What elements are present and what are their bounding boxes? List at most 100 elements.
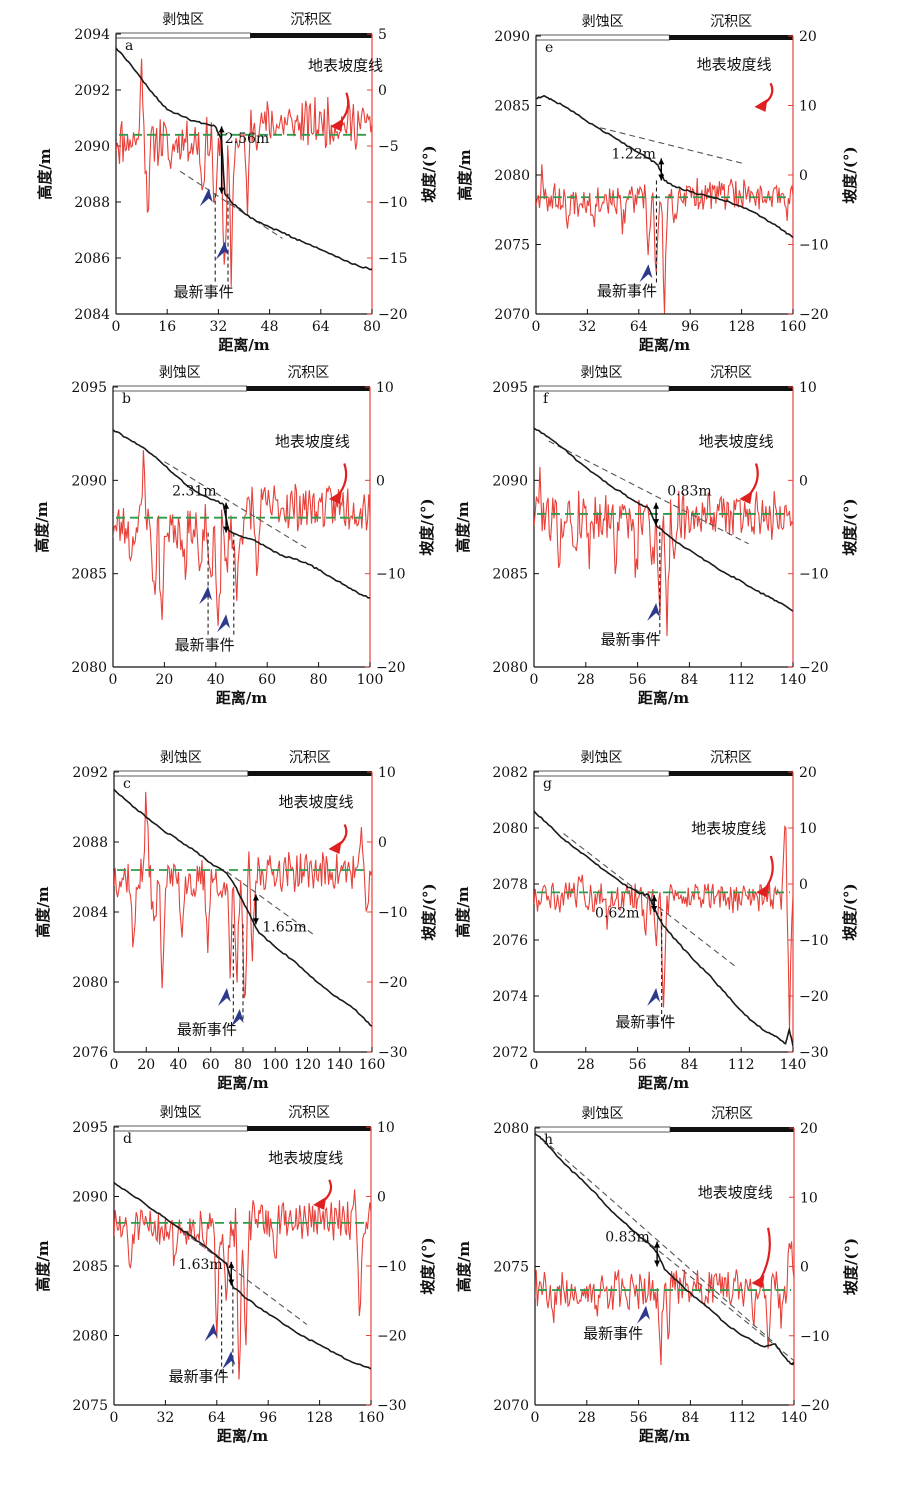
- slope-line-label: 地表坡度线: [278, 793, 353, 811]
- right-tick-label: −20: [799, 989, 829, 1005]
- deposition-zone-label: 沉积区: [289, 750, 331, 766]
- left-tick-label: 2082: [492, 765, 528, 781]
- offset-arrowhead-bottom: [654, 1260, 661, 1267]
- right-tick-label: 10: [377, 1120, 395, 1136]
- deposition-zone-label: 沉积区: [710, 365, 752, 381]
- panel-letter: g: [543, 776, 552, 792]
- x-axis-title: 距离/m: [217, 1427, 268, 1445]
- right-tick-label: 10: [800, 1190, 818, 1206]
- right-tick-label: −10: [800, 1329, 830, 1345]
- x-tick-label: 60: [202, 1057, 220, 1073]
- event-arrow-icon: [222, 1351, 236, 1370]
- erosion-zone-label: 剥蚀区: [162, 12, 204, 28]
- deposition-zone-bar: [669, 35, 793, 40]
- offset-arrowhead-top: [223, 502, 230, 509]
- x-tick-label: 160: [780, 319, 807, 335]
- erosion-zone-bar: [113, 1125, 248, 1132]
- x-tick-label: 28: [578, 1410, 596, 1426]
- erosion-zone-label: 剥蚀区: [581, 365, 623, 381]
- right-tick-label: 0: [799, 473, 808, 489]
- right-tick-label: −20: [799, 660, 829, 676]
- erosion-zone-label: 剥蚀区: [160, 750, 202, 766]
- x-tick-label: 0: [531, 1410, 540, 1426]
- offset-label: 1.65m: [262, 919, 306, 935]
- panel-letter: f: [543, 391, 550, 407]
- left-tick-label: 2085: [72, 1259, 108, 1275]
- x-axis-title: 距离/m: [638, 1074, 689, 1092]
- latest-event-label: 最新事件: [615, 1013, 675, 1031]
- x-tick-label: 0: [532, 319, 541, 335]
- plot-area: [114, 1181, 371, 1380]
- x-tick-label: 80: [363, 319, 381, 335]
- right-tick-label: −10: [799, 933, 829, 949]
- slope-line-label: 地表坡度线: [699, 433, 774, 451]
- left-tick-label: 2088: [74, 195, 110, 211]
- offset-arrowhead-bottom: [658, 174, 665, 181]
- erosion-zone-bar: [115, 32, 251, 39]
- left-tick-label: 2080: [72, 975, 108, 991]
- x-tick-label: 80: [310, 672, 328, 688]
- left-tick-label: 2090: [494, 29, 530, 45]
- fit-line: [600, 127, 745, 165]
- x-tick-label: 140: [326, 1057, 353, 1073]
- right-tick-label: −20: [378, 307, 408, 323]
- erosion-zone-label: 剥蚀区: [159, 365, 201, 381]
- left-tick-label: 2088: [72, 835, 108, 851]
- right-tick-label: 0: [378, 835, 387, 851]
- right-tick-label: −20: [376, 660, 406, 676]
- x-axis-title: 距离/m: [638, 689, 689, 707]
- offset-label: 2.31m: [172, 483, 216, 499]
- x-tick-label: 100: [357, 672, 384, 688]
- left-tick-label: 2090: [72, 1190, 108, 1206]
- right-axis-title: 坡度/(°): [841, 146, 859, 203]
- x-tick-label: 56: [630, 1410, 648, 1426]
- deposition-zone-bar: [250, 33, 372, 38]
- fit-line: [563, 833, 738, 969]
- x-tick-label: 140: [781, 1410, 808, 1426]
- left-tick-label: 2074: [492, 989, 528, 1005]
- panel-h: 剥蚀区 沉积区 2070 2075 2080 −20 −10 0 10 20 0 28 56 84 112 1…: [455, 1106, 860, 1445]
- event-arrow-icon: [647, 988, 661, 1006]
- erosion-zone-bar: [112, 385, 248, 392]
- elevation-profile: [114, 788, 372, 1027]
- left-axis-title: 高度/m: [456, 149, 474, 200]
- left-axis-title: 高度/m: [454, 886, 472, 937]
- latest-event-label: 最新事件: [601, 631, 661, 649]
- x-tick-label: 160: [358, 1410, 385, 1426]
- slope-line-label: 地表坡度线: [308, 56, 383, 74]
- right-tick-label: −30: [377, 1398, 407, 1414]
- x-tick-label: 32: [209, 319, 227, 335]
- offset-label: 1.22m: [611, 146, 655, 162]
- x-tick-label: 16: [158, 319, 176, 335]
- x-tick-label: 140: [780, 672, 807, 688]
- left-tick-label: 2076: [492, 933, 528, 949]
- x-tick-label: 32: [578, 319, 596, 335]
- x-tick-label: 96: [681, 319, 699, 335]
- left-axis-title: 高度/m: [33, 501, 51, 552]
- elevation-profile: [534, 810, 793, 1047]
- x-axis-title: 距离/m: [639, 1427, 690, 1445]
- panel-letter: c: [123, 776, 131, 792]
- event-arrow-icon: [647, 603, 661, 621]
- right-axis-title: 坡度/(°): [842, 1238, 860, 1295]
- right-tick-label: −20: [799, 307, 829, 323]
- x-tick-label: 84: [681, 1410, 699, 1426]
- right-tick-label: 20: [800, 1121, 818, 1137]
- x-tick-label: 40: [170, 1057, 188, 1073]
- slope-series: [113, 450, 370, 626]
- fit-line: [174, 1225, 308, 1325]
- left-tick-label: 2070: [494, 307, 530, 323]
- right-tick-label: −30: [799, 1045, 829, 1061]
- offset-label: 0.62m: [595, 906, 639, 922]
- latest-event-label: 最新事件: [174, 283, 234, 301]
- right-tick-label: 10: [799, 380, 817, 396]
- left-tick-label: 2080: [493, 1121, 529, 1137]
- offset-arrowhead-top: [651, 895, 658, 902]
- left-axis-title: 高度/m: [34, 1240, 52, 1291]
- panel-letter: a: [125, 38, 133, 54]
- latest-event-label: 最新事件: [177, 1021, 237, 1039]
- left-tick-label: 2086: [74, 251, 110, 267]
- slope-line-label: 地表坡度线: [697, 55, 772, 73]
- x-axis-title: 距离/m: [217, 1074, 268, 1092]
